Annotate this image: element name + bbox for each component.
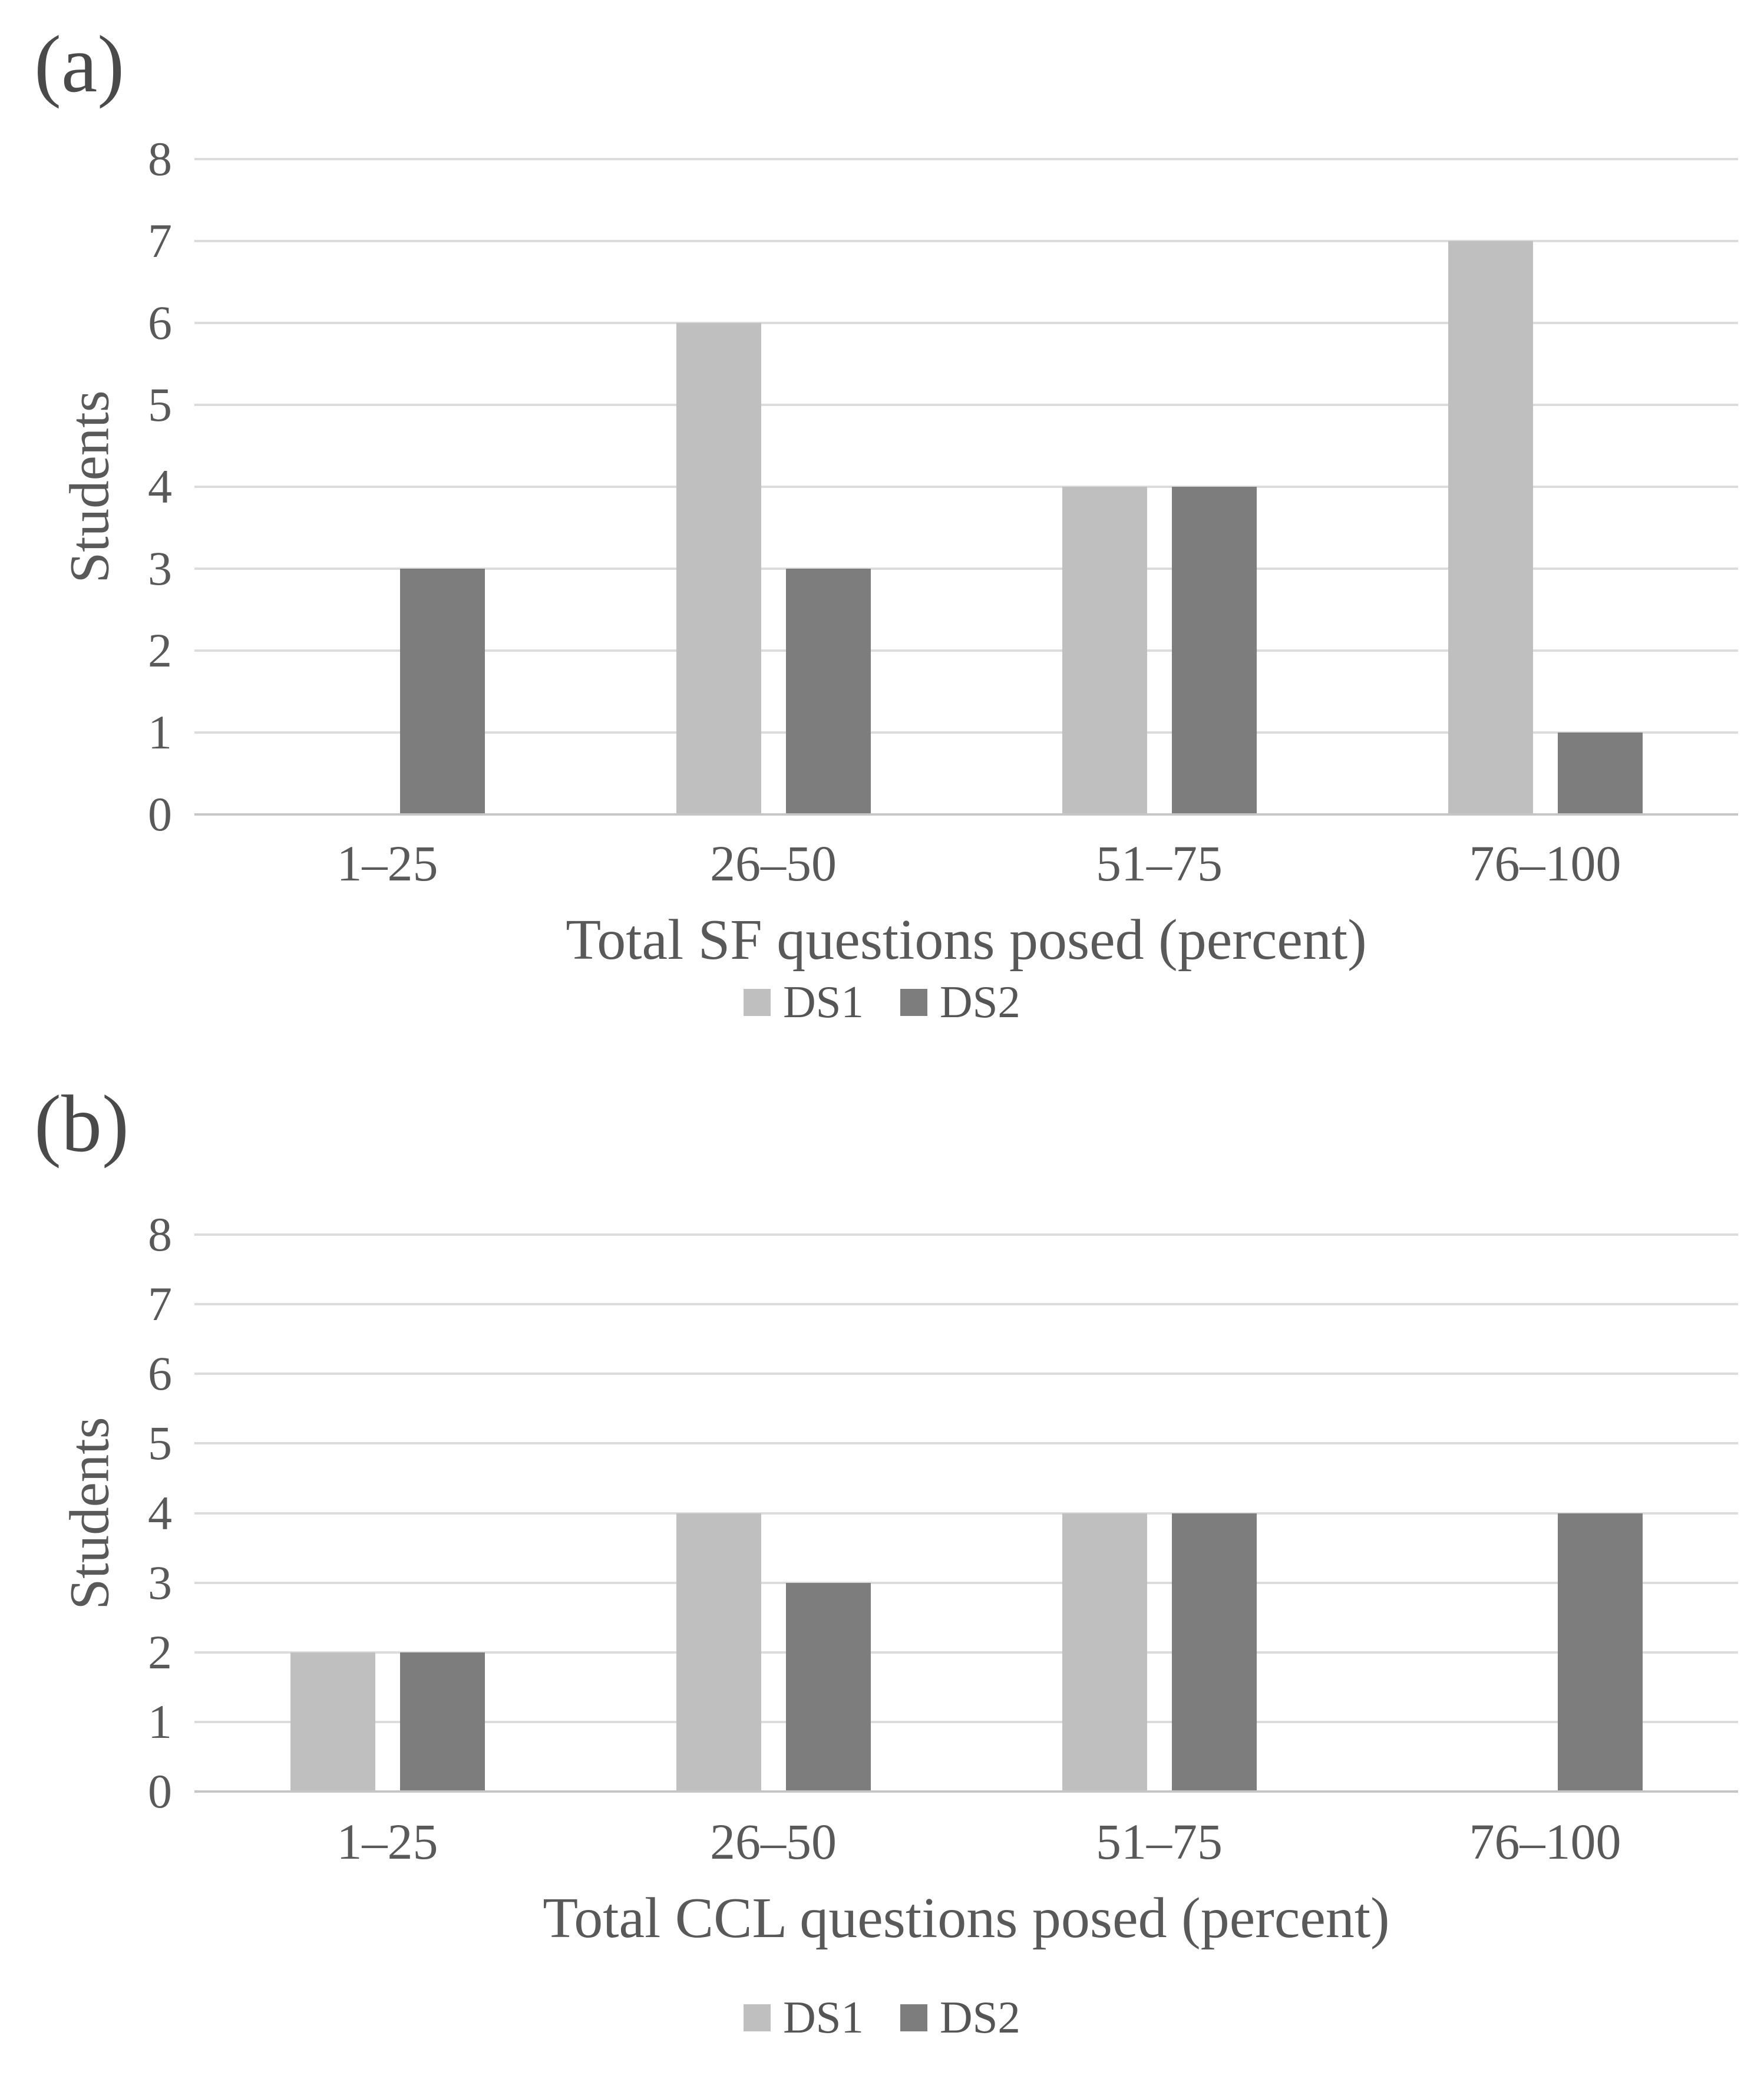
gridline-b-5 [194, 1442, 1738, 1445]
y-tick-label-b-8: 8 [148, 1208, 172, 1261]
gridline-a-7 [194, 240, 1738, 242]
y-tick-label-b-2: 2 [148, 1625, 172, 1679]
gridline-b-2 [194, 1651, 1738, 1654]
y-tick-label-b-1: 1 [148, 1694, 172, 1749]
bar-b-ds2-76–100 [1557, 1513, 1643, 1792]
gridline-a-5 [194, 404, 1738, 406]
gridline-a-8 [194, 158, 1738, 160]
bar-a-ds1-51–75 [1062, 487, 1147, 814]
gridline-b-1 [194, 1720, 1738, 1723]
legend-a: DS1 DS2 [0, 979, 1764, 1025]
y-tick-label-a-8: 8 [148, 132, 172, 186]
bar-a-ds2-51–75 [1171, 487, 1257, 814]
x-tick-label-a-51–75: 51–75 [1096, 835, 1223, 892]
legend-marker-ds2-icon [900, 2004, 927, 2031]
legend-label-b-ds2: DS2 [940, 1992, 1020, 2043]
legend-marker-ds2-icon [900, 988, 927, 1016]
y-tick-label-b-6: 6 [148, 1347, 172, 1401]
bar-a-ds2-26–50 [785, 569, 871, 814]
legend-marker-ds1-icon [744, 2004, 771, 2031]
x-axis-line-b [194, 1790, 1738, 1793]
x-tick-label-b-51–75: 51–75 [1096, 1813, 1223, 1870]
y-tick-label-a-1: 1 [148, 705, 172, 759]
y-tick-label-a-3: 3 [148, 542, 172, 595]
y-tick-label-a-4: 4 [148, 460, 172, 513]
bar-b-ds2-1–25 [399, 1652, 485, 1792]
panel-label-a: (a) [34, 19, 125, 109]
bar-b-ds1-1–25 [290, 1652, 375, 1792]
gridline-b-8 [194, 1233, 1738, 1236]
legend-entry-b-ds2: DS2 [900, 1995, 1020, 2040]
bar-a-ds1-76–100 [1448, 241, 1533, 814]
legend-entry-b-ds1: DS1 [744, 1995, 864, 2040]
legend-b: DS1 DS2 [0, 1995, 1764, 2040]
gridline-a-6 [194, 322, 1738, 324]
x-axis-line-a [194, 813, 1738, 816]
x-tick-label-a-76–100: 76–100 [1469, 835, 1621, 892]
gridline-a-4 [194, 486, 1738, 488]
legend-label-a-ds1: DS1 [783, 976, 864, 1027]
x-axis-title-b: Total CCL questions posed (percent) [543, 1886, 1390, 1950]
y-tick-label-a-5: 5 [148, 378, 172, 431]
gridline-a-1 [194, 731, 1738, 734]
y-tick-label-a-2: 2 [148, 623, 172, 677]
bar-b-ds2-51–75 [1171, 1513, 1257, 1792]
y-tick-label-b-7: 7 [148, 1277, 172, 1331]
gridline-b-6 [194, 1373, 1738, 1375]
y-tick-label-b-5: 5 [148, 1416, 172, 1470]
x-tick-label-b-76–100: 76–100 [1469, 1813, 1621, 1870]
bar-b-ds2-26–50 [785, 1582, 871, 1792]
bar-b-ds1-26–50 [676, 1513, 761, 1792]
y-tick-label-b-0: 0 [148, 1764, 172, 1818]
gridline-a-3 [194, 568, 1738, 570]
bar-a-ds2-76–100 [1557, 733, 1643, 814]
panel-label-b: (b) [34, 1078, 129, 1169]
bar-a-ds2-1–25 [399, 569, 485, 814]
legend-entry-a-ds1: DS1 [744, 979, 864, 1025]
bar-a-ds1-26–50 [676, 323, 761, 814]
legend-entry-a-ds2: DS2 [900, 979, 1020, 1025]
gridline-b-4 [194, 1512, 1738, 1515]
y-tick-label-a-0: 0 [148, 787, 172, 841]
x-tick-label-b-26–50: 26–50 [710, 1813, 837, 1870]
legend-marker-ds1-icon [744, 988, 771, 1016]
bar-b-ds1-51–75 [1062, 1513, 1147, 1792]
legend-label-b-ds1: DS1 [783, 1992, 864, 2043]
x-axis-title-a: Total SF questions posed (percent) [566, 908, 1367, 972]
y-tick-label-a-6: 6 [148, 296, 172, 349]
x-tick-label-b-1–25: 1–25 [336, 1813, 438, 1870]
gridline-b-7 [194, 1303, 1738, 1306]
x-tick-label-a-1–25: 1–25 [336, 835, 438, 892]
x-tick-label-a-26–50: 26–50 [710, 835, 837, 892]
y-tick-label-b-4: 4 [148, 1486, 172, 1540]
gridline-b-3 [194, 1581, 1738, 1584]
y-tick-label-b-3: 3 [148, 1555, 172, 1609]
gridline-a-2 [194, 649, 1738, 652]
y-tick-label-a-7: 7 [148, 214, 172, 268]
legend-label-a-ds2: DS2 [940, 976, 1020, 1027]
